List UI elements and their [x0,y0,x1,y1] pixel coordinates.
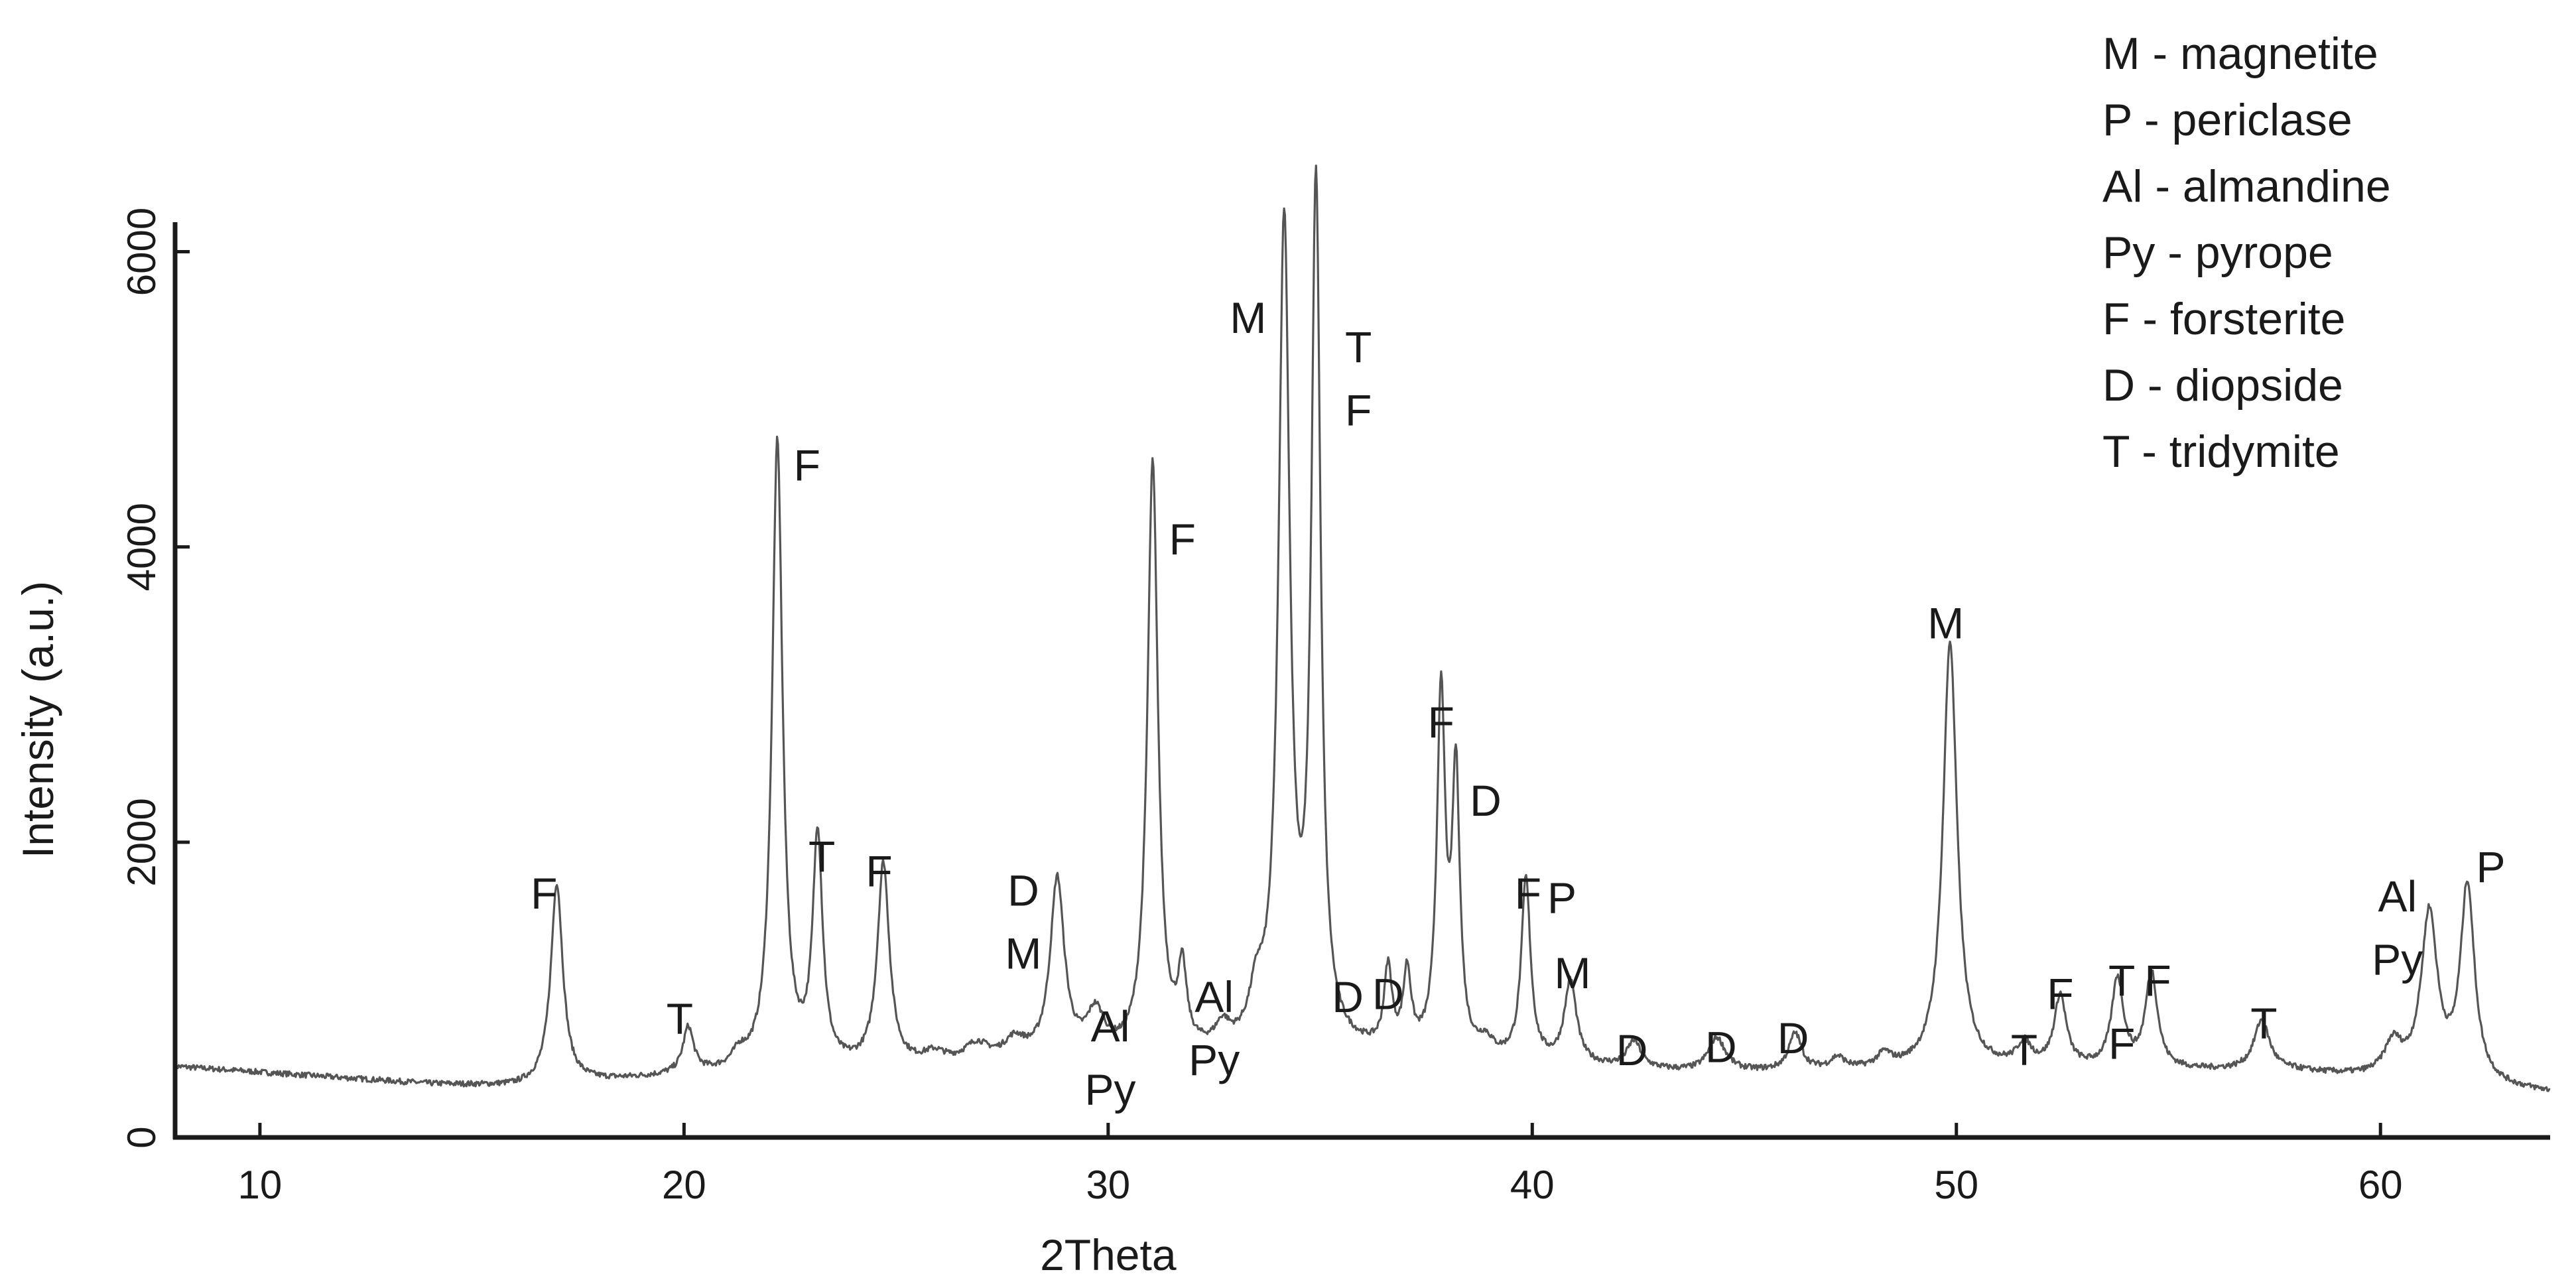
y-tick-label: 2000 [119,798,164,886]
peak-label: T [1345,322,1372,371]
legend-entry: P - periclase [2102,95,2352,145]
peak-label: P [2476,842,2505,891]
peak-label: M [1230,293,1266,342]
legend-entry: F - forsterite [2102,294,2346,344]
peak-label: F [1169,515,1196,564]
x-tick-label: 40 [1510,1163,1555,1207]
peak-label: Py [1189,1035,1240,1084]
y-axis-title: Intensity (a.u.) [13,581,62,858]
peak-label: T [808,832,835,881]
y-tick-label: 0 [119,1126,164,1148]
xrd-pattern-line [174,164,2551,1092]
peak-label: M [1005,929,1041,978]
peak-label: F [531,869,557,918]
peak-label: F [2144,956,2171,1005]
x-tick-label: 50 [1934,1163,1978,1207]
peak-label: D [1372,969,1404,1018]
peak-label: T [2108,956,2135,1005]
peak-label: F [866,847,892,896]
peak-label: T [2250,999,2277,1048]
x-axis-title: 2Theta [1040,1230,1177,1279]
peak-label: F [2108,1019,2135,1068]
peak-label: F [1515,869,1541,918]
y-tick-label: 6000 [119,208,164,296]
peak-label: F [794,441,820,490]
peak-label: F [1428,698,1454,747]
legend-entry: Py - pyrope [2102,227,2333,278]
legend-entry: T - tridymite [2102,426,2340,477]
peak-label: F [1345,385,1372,434]
peak-label: F [2047,969,2073,1018]
legend: M - magnetite P - periclase Al - almandine… [2102,29,2391,477]
axes [172,222,2550,1140]
peak-label: Al [1194,972,1234,1021]
peak-label: D [1777,1013,1809,1062]
peak-label: T [2011,1025,2037,1074]
peak-label: D [1705,1022,1737,1071]
x-tick-label: 60 [2358,1163,2403,1207]
peak-label: P [1547,873,1577,923]
peak-label: Al [1091,1001,1130,1051]
legend-entry: Al - almandine [2102,161,2391,212]
peak-label: T [667,994,693,1043]
peak-label: M [1927,599,1964,648]
x-tick-label: 30 [1086,1163,1130,1207]
legend-entry: D - diopside [2102,360,2343,411]
peak-label: D [1007,866,1039,915]
peak-label: D [1332,972,1364,1021]
peak-label: Py [2372,934,2423,984]
y-tick-label: 4000 [119,503,164,591]
peak-label: M [1555,948,1591,997]
peak-label: D [1470,776,1502,825]
x-tick-label: 10 [238,1163,283,1207]
x-tick-label: 20 [662,1163,706,1207]
plot-area [174,164,2551,1092]
peak-label: Py [1085,1064,1136,1114]
peak-label: Al [2378,871,2417,921]
peak-label: D [1616,1025,1648,1074]
x-ticks: 10 20 30 40 50 60 [238,1123,2403,1207]
legend-entry: M - magnetite [2102,29,2378,79]
y-ticks: 0 2000 4000 6000 [119,208,190,1149]
